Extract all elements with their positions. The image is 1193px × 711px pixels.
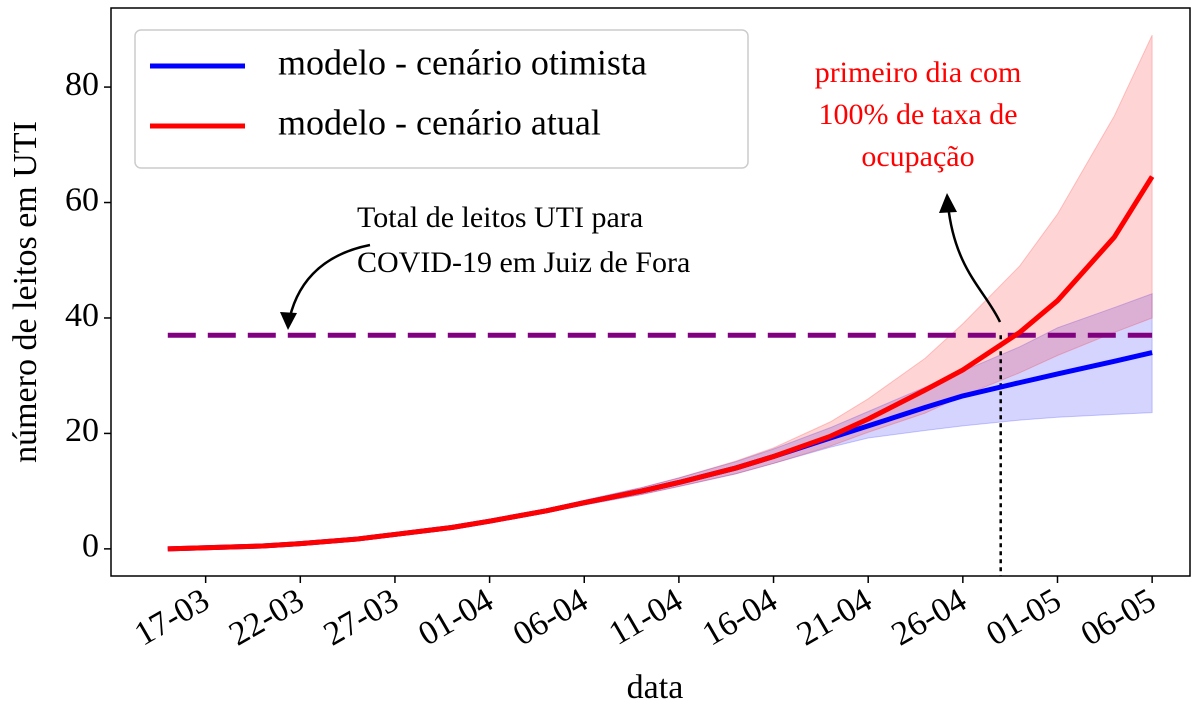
annotation: 100% de taxa de (818, 98, 1017, 131)
axes-frame (110, 7, 1191, 577)
y-tick-label: 20 (65, 412, 99, 449)
y-tick-label: 0 (82, 528, 99, 565)
y-tick-label: 40 (65, 297, 99, 334)
legend: modelo - cenário otimista modelo - cenári… (134, 29, 749, 169)
x-axis-label: data (627, 669, 684, 706)
annotation: Total de leitos UTI para (357, 201, 643, 234)
legend-box (134, 29, 749, 169)
y-tick-label: 60 (65, 181, 99, 218)
y-tick-label: 80 (65, 66, 99, 103)
arrow (946, 204, 1002, 323)
legend-label: modelo - cenário otimista (278, 42, 647, 82)
annotation: COVID-19 em Juiz de Fora (357, 246, 690, 279)
legend-label: modelo - cenário atual (278, 102, 601, 142)
annotation: ocupação (861, 140, 974, 173)
y-axis-label: número de leitos em UTI (7, 121, 44, 463)
arrow-head (280, 312, 297, 330)
arrow-head (939, 193, 957, 213)
annotation: primeiro dia com (815, 56, 1022, 89)
series-line (167, 175, 1155, 552)
